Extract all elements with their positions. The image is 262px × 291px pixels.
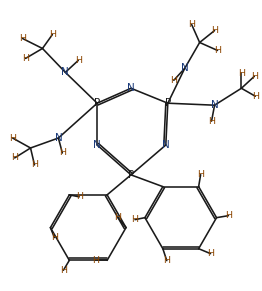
- Text: H: H: [170, 76, 177, 85]
- Text: N: N: [62, 67, 69, 77]
- Text: H: H: [251, 72, 258, 81]
- Text: H: H: [188, 20, 195, 29]
- Text: H: H: [214, 46, 221, 55]
- Text: N: N: [93, 140, 101, 150]
- Text: H: H: [114, 213, 122, 222]
- Text: H: H: [238, 69, 245, 78]
- Text: N: N: [127, 83, 135, 93]
- Text: P: P: [94, 98, 100, 108]
- Text: H: H: [49, 30, 56, 39]
- Text: N: N: [211, 100, 219, 110]
- Text: H: H: [207, 249, 214, 258]
- Text: H: H: [252, 92, 259, 101]
- Text: H: H: [75, 56, 82, 65]
- Text: H: H: [211, 26, 218, 35]
- Text: H: H: [76, 192, 83, 201]
- Text: N: N: [162, 140, 170, 150]
- Text: H: H: [197, 170, 204, 179]
- Text: H: H: [59, 148, 66, 157]
- Text: H: H: [22, 54, 29, 63]
- Text: H: H: [31, 160, 38, 169]
- Text: H: H: [9, 134, 16, 143]
- Text: H: H: [51, 233, 58, 242]
- Text: P: P: [165, 98, 171, 108]
- Text: N: N: [181, 63, 189, 73]
- Text: H: H: [208, 117, 215, 126]
- Text: H: H: [92, 256, 99, 265]
- Text: H: H: [19, 34, 26, 43]
- Text: H: H: [60, 266, 67, 275]
- Text: H: H: [163, 256, 170, 265]
- Text: H: H: [132, 215, 139, 224]
- Text: H: H: [11, 153, 18, 162]
- Text: P: P: [128, 170, 134, 180]
- Text: N: N: [54, 133, 62, 143]
- Text: H: H: [225, 211, 232, 220]
